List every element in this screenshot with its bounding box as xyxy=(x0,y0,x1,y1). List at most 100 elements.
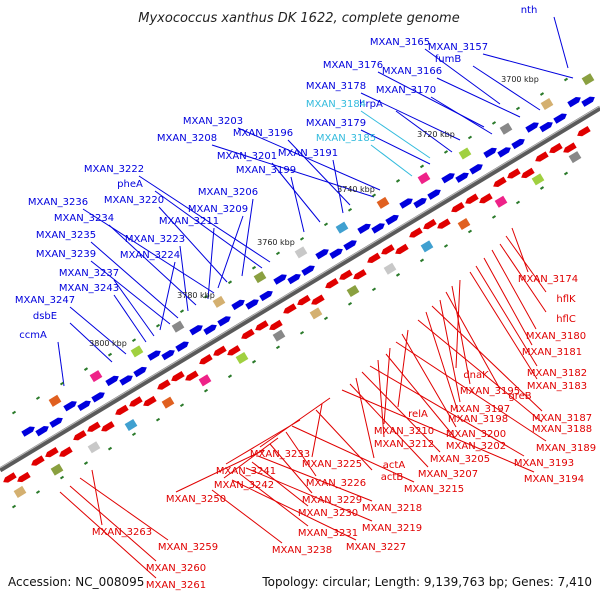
reverse-gene-arrow xyxy=(577,125,591,137)
gene-label[interactable]: MXAN_3226 xyxy=(306,478,366,489)
gene-label[interactable]: MXAN_3229 xyxy=(302,495,362,506)
gene-label[interactable]: MXAN_3194 xyxy=(524,474,584,485)
gene-label[interactable]: actB xyxy=(381,472,404,483)
reverse-gene-arrow xyxy=(311,294,325,305)
gene-label[interactable]: MXAN_3170 xyxy=(376,85,436,96)
gene-label[interactable]: MXAN_3198 xyxy=(448,414,508,425)
gene-label[interactable]: MXAN_3202 xyxy=(446,441,506,452)
gene-label[interactable]: MXAN_3260 xyxy=(146,563,206,574)
gene-label[interactable]: MXAN_3242 xyxy=(214,480,274,491)
gene-label[interactable]: MXAN_3215 xyxy=(404,484,464,495)
gene-label[interactable]: MXAN_3183 xyxy=(527,381,587,392)
gene-function-block xyxy=(198,374,212,387)
gene-label[interactable]: MXAN_3220 xyxy=(104,195,164,206)
gene-label[interactable]: MXAN_3185 xyxy=(316,133,376,144)
label-leader xyxy=(360,129,431,165)
gene-label[interactable]: MXAN_3182 xyxy=(527,368,587,379)
gene-label[interactable]: MXAN_3197 xyxy=(450,404,510,415)
gene-label[interactable]: MXAN_3188 xyxy=(532,424,592,435)
gene-label[interactable]: MXAN_3179 xyxy=(306,118,366,129)
gene-label[interactable]: MXAN_3166 xyxy=(382,66,442,77)
gene-label[interactable]: dnaK xyxy=(463,370,489,381)
accession-label: Accession: NC_008095 xyxy=(8,575,144,589)
gene-label[interactable]: MXAN_3223 xyxy=(125,234,185,245)
gene-function-block xyxy=(13,485,27,498)
gene-label[interactable]: MXAN_3201 xyxy=(217,151,277,162)
gene-label[interactable]: MXAN_3205 xyxy=(430,454,490,465)
gene-label[interactable]: MXAN_3261 xyxy=(146,580,206,591)
gene-label[interactable]: MXAN_3187 xyxy=(532,413,592,424)
gene-label[interactable]: MXAN_3212 xyxy=(374,439,434,450)
gene-label[interactable]: MXAN_3219 xyxy=(362,523,422,534)
forward-gene-arrow xyxy=(329,248,343,259)
gene-label[interactable]: MXAN_3211 xyxy=(159,216,219,227)
gene-function-block xyxy=(420,240,434,253)
gene-label[interactable]: MXAN_3218 xyxy=(362,503,422,514)
gene-label[interactable]: MXAN_3225 xyxy=(302,459,362,470)
forward-gene-arrow xyxy=(161,350,175,361)
kbp-label: 3800 kbp xyxy=(89,339,127,348)
gene-label[interactable]: MXAN_3206 xyxy=(198,187,258,198)
gene-label[interactable]: MXAN_3236 xyxy=(28,197,88,208)
reverse-gene-arrow xyxy=(227,345,241,356)
gene-label[interactable]: MXAN_3210 xyxy=(374,426,434,437)
gene-label[interactable]: MXAN_3235 xyxy=(36,230,96,241)
gene-label[interactable]: MXAN_3241 xyxy=(216,466,276,477)
gene-label[interactable]: MXAN_3180 xyxy=(526,331,586,342)
gene-label[interactable]: MXAN_3196 xyxy=(233,128,293,139)
gene-label[interactable]: MXAN_3189 xyxy=(536,443,596,454)
gene-label[interactable]: MXAN_3233 xyxy=(250,449,310,460)
gene-label[interactable]: MXAN_3174 xyxy=(518,274,578,285)
label-leader xyxy=(472,65,541,111)
gene-label[interactable]: ccmA xyxy=(19,330,47,341)
gene-label[interactable]: greB xyxy=(508,391,531,402)
label-leader xyxy=(385,353,457,440)
gene-label[interactable]: hrpA xyxy=(359,99,383,110)
gene-label[interactable]: MXAN_3165 xyxy=(370,37,430,48)
gene-label[interactable]: nth xyxy=(521,5,538,16)
gene-label[interactable]: MXAN_3199 xyxy=(236,165,296,176)
gene-function-block xyxy=(253,271,267,284)
reverse-gene-arrow xyxy=(185,370,199,381)
gene-label[interactable]: MXAN_3230 xyxy=(298,508,358,519)
gene-label[interactable]: MXAN_3238 xyxy=(272,545,332,556)
gene-label[interactable]: relA xyxy=(408,409,428,420)
gene-label[interactable]: MXAN_3200 xyxy=(446,429,506,440)
gene-label[interactable]: MXAN_3191 xyxy=(278,148,338,159)
gene-label[interactable]: MXAN_3237 xyxy=(59,268,119,279)
gene-label[interactable]: MXAN_3250 xyxy=(166,494,226,505)
gene-label[interactable]: MXAN_3207 xyxy=(418,469,478,480)
gene-label[interactable]: hflK xyxy=(556,294,576,305)
gene-label[interactable]: MXAN_3263 xyxy=(92,527,152,538)
gene-label[interactable]: MXAN_3184 xyxy=(306,99,366,110)
gene-label[interactable]: MXAN_3222 xyxy=(84,164,144,175)
gene-label[interactable]: MXAN_3243 xyxy=(59,283,119,294)
gene-label[interactable]: MXAN_3178 xyxy=(306,81,366,92)
gene-label[interactable]: MXAN_3259 xyxy=(158,542,218,553)
label-leader xyxy=(499,243,547,313)
forward-gene-arrow xyxy=(469,164,483,175)
gene-label[interactable]: MXAN_3193 xyxy=(514,458,574,469)
gene-label[interactable]: MXAN_3227 xyxy=(346,542,406,553)
gene-label[interactable]: fumB xyxy=(435,54,462,65)
gene-label[interactable]: MXAN_3157 xyxy=(428,42,488,53)
reverse-gene-arrow xyxy=(87,421,101,432)
label-leader xyxy=(369,365,525,457)
gene-label[interactable]: MXAN_3208 xyxy=(157,133,217,144)
gene-label[interactable]: pheA xyxy=(117,179,143,190)
gene-label[interactable]: MXAN_3224 xyxy=(120,250,180,261)
gene-label[interactable]: MXAN_3195 xyxy=(460,386,520,397)
gene-label[interactable]: MXAN_3239 xyxy=(36,249,96,260)
gene-label[interactable]: hflC xyxy=(556,314,576,325)
gene-label[interactable]: MXAN_3247 xyxy=(15,295,75,306)
gene-label[interactable]: MXAN_3181 xyxy=(522,347,582,358)
gene-label[interactable]: MXAN_3234 xyxy=(54,213,114,224)
label-leader xyxy=(475,265,538,367)
gene-label[interactable]: dsbE xyxy=(33,311,57,322)
gene-label[interactable]: MXAN_3209 xyxy=(188,204,248,215)
gene-label[interactable]: MXAN_3203 xyxy=(183,116,243,127)
gene-label[interactable]: MXAN_3176 xyxy=(323,60,383,71)
gene-label[interactable]: actA xyxy=(383,460,406,471)
label-leader xyxy=(79,477,169,541)
gene-label[interactable]: MXAN_3231 xyxy=(298,528,358,539)
